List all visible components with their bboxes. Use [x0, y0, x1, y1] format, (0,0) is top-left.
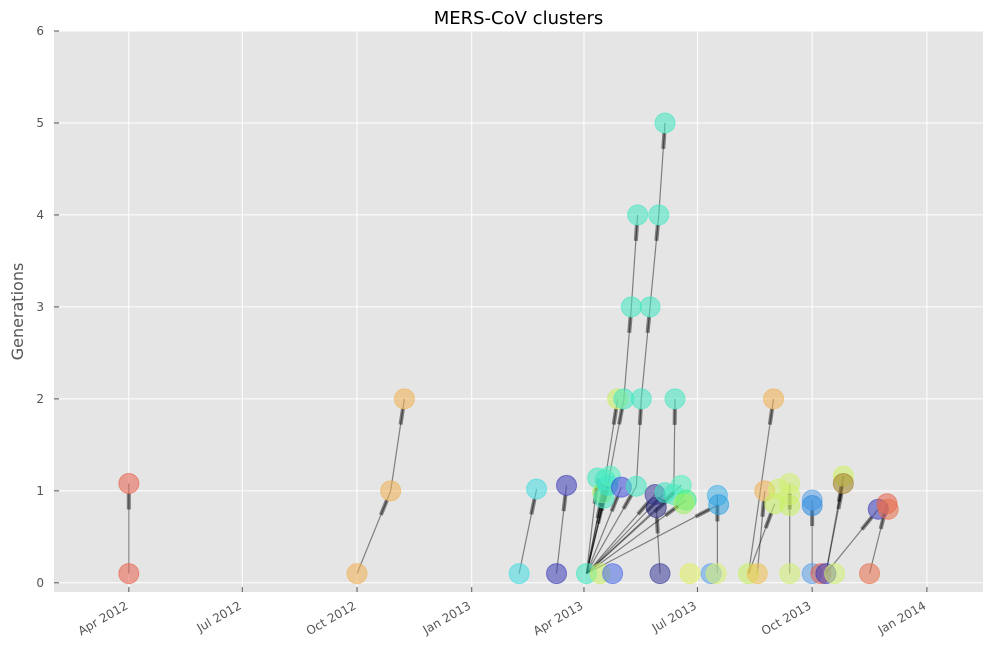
case-point [508, 563, 530, 585]
case-point [648, 204, 670, 226]
case-point [705, 563, 727, 585]
y-tick-label: 5 [36, 116, 44, 130]
case-point [639, 296, 661, 318]
x-tick-label: Oct 2013 [759, 598, 814, 638]
y-tick-label: 3 [36, 300, 44, 314]
link-arrowhead [760, 500, 766, 517]
case-point [380, 480, 402, 502]
transmission-link [623, 306, 632, 399]
y-tick-label: 6 [36, 24, 44, 38]
transmission-link [390, 398, 405, 491]
case-point [620, 296, 642, 318]
transmission-link [585, 485, 637, 574]
y-tick-label: 0 [36, 576, 44, 590]
case-point [824, 563, 846, 585]
case-point [346, 563, 368, 585]
case-point [118, 563, 140, 585]
link-arrowhead [398, 408, 405, 425]
link-arrowhead [633, 224, 639, 242]
transmission-link [586, 499, 687, 575]
x-tick-label: Jul 2012 [194, 598, 244, 635]
y-tick-label: 4 [36, 208, 44, 222]
x-tick-label: Apr 2013 [531, 598, 586, 638]
link-arrowhead [627, 316, 633, 333]
transmission-link [630, 214, 639, 307]
x-tick-label: Jan 2013 [420, 598, 474, 637]
link-arrowhead [836, 492, 844, 510]
link-arrowhead [617, 408, 624, 425]
case-point [526, 478, 548, 500]
y-tick-label: 2 [36, 392, 44, 406]
case-point [546, 563, 568, 585]
transmission-link [635, 398, 642, 487]
transmission-link [586, 494, 656, 574]
x-tick-label: Oct 2012 [304, 598, 359, 638]
link-arrowhead [637, 408, 643, 425]
case-point [708, 494, 730, 516]
link-arrowhead [596, 507, 604, 524]
transmission-link [640, 306, 651, 399]
transmission-link [655, 507, 661, 574]
case-point [627, 204, 649, 226]
link-arrowhead [379, 499, 389, 516]
link-arrowhead [611, 408, 619, 425]
case-point [779, 563, 801, 585]
case-point [649, 563, 671, 585]
x-tick-label: Jan 2014 [875, 598, 929, 637]
case-point [118, 472, 140, 494]
case-point [673, 493, 695, 515]
transmission-link [825, 508, 879, 574]
link-arrowhead [694, 507, 711, 519]
link-arrowhead [561, 495, 568, 512]
y-axis-label: Generations [8, 263, 27, 361]
link-arrowhead [654, 517, 660, 534]
transmission-link [518, 488, 538, 574]
case-points [118, 112, 899, 585]
link-arrowhead [621, 493, 634, 510]
x-tick-label: Jul 2013 [649, 598, 699, 635]
transmission-link [585, 498, 605, 574]
chart-title: MERS-CoV clusters [434, 8, 604, 29]
link-arrowhead [529, 498, 537, 515]
transmission-link [756, 490, 766, 574]
transmission-link [356, 490, 392, 574]
plot-area [54, 31, 983, 592]
transmission-link [748, 503, 776, 574]
case-point [625, 475, 647, 497]
case-point [763, 388, 785, 410]
case-point [801, 495, 823, 517]
link-arrowhead [654, 224, 660, 242]
case-point [679, 563, 701, 585]
case-point [859, 563, 881, 585]
transmission-link [586, 504, 719, 575]
link-arrowhead [661, 132, 667, 150]
case-point [746, 563, 768, 585]
case-point [664, 388, 686, 410]
link-arrowhead [763, 512, 774, 529]
transmission-link [585, 486, 622, 574]
case-point [877, 498, 899, 520]
case-point [602, 563, 624, 585]
case-point [832, 472, 854, 494]
case-point [630, 388, 652, 410]
transmission-link [825, 483, 844, 574]
x-tick-label: Apr 2012 [76, 598, 131, 638]
transmission-link [658, 122, 666, 215]
link-arrowhead [860, 515, 874, 531]
case-point [556, 474, 578, 496]
case-point [779, 495, 801, 517]
link-arrowhead [645, 316, 652, 333]
case-point [593, 487, 615, 509]
case-point [393, 388, 415, 410]
transmission-link [555, 485, 568, 574]
link-arrowhead [609, 495, 620, 513]
case-point [654, 112, 676, 134]
transmission-link [649, 214, 660, 307]
y-tick-label: 1 [36, 484, 44, 498]
link-arrowhead [767, 408, 775, 425]
